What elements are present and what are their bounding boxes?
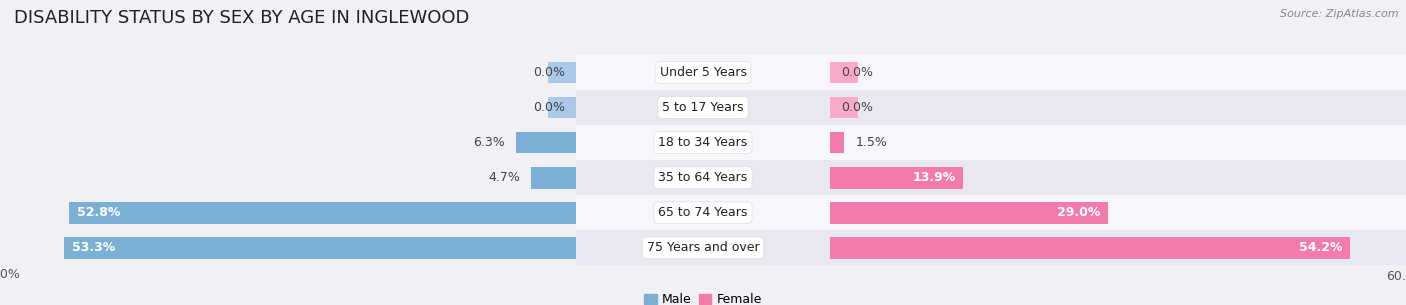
Bar bbox=[830, 237, 1350, 259]
Bar bbox=[830, 62, 858, 83]
Bar bbox=[830, 195, 1406, 230]
Bar bbox=[830, 167, 963, 188]
Bar bbox=[65, 237, 576, 259]
Bar bbox=[531, 167, 576, 188]
Bar bbox=[69, 202, 576, 224]
Bar bbox=[548, 62, 576, 83]
Text: 4.7%: 4.7% bbox=[488, 171, 520, 184]
Legend: Male, Female: Male, Female bbox=[640, 289, 766, 305]
Bar bbox=[576, 55, 1153, 90]
Text: 5 to 17 Years: 5 to 17 Years bbox=[662, 101, 744, 114]
Bar bbox=[576, 230, 830, 265]
Bar bbox=[548, 97, 576, 118]
Bar bbox=[576, 90, 1153, 125]
Bar bbox=[576, 125, 830, 160]
Bar bbox=[576, 90, 830, 125]
Text: 65 to 74 Years: 65 to 74 Years bbox=[658, 206, 748, 219]
Text: 1.5%: 1.5% bbox=[855, 136, 887, 149]
Bar bbox=[576, 160, 1153, 195]
Bar bbox=[830, 90, 1406, 125]
Text: 0.0%: 0.0% bbox=[841, 66, 873, 79]
Text: 53.3%: 53.3% bbox=[72, 241, 115, 254]
Bar bbox=[576, 230, 1153, 265]
Text: 0.0%: 0.0% bbox=[533, 101, 565, 114]
Text: DISABILITY STATUS BY SEX BY AGE IN INGLEWOOD: DISABILITY STATUS BY SEX BY AGE IN INGLE… bbox=[14, 9, 470, 27]
Text: 0.0%: 0.0% bbox=[533, 66, 565, 79]
Text: 35 to 64 Years: 35 to 64 Years bbox=[658, 171, 748, 184]
Bar bbox=[830, 125, 1406, 160]
Text: 54.2%: 54.2% bbox=[1299, 241, 1343, 254]
Text: 13.9%: 13.9% bbox=[912, 171, 956, 184]
Text: 18 to 34 Years: 18 to 34 Years bbox=[658, 136, 748, 149]
Bar bbox=[576, 125, 1153, 160]
Text: 52.8%: 52.8% bbox=[77, 206, 121, 219]
Bar bbox=[576, 195, 830, 230]
Bar bbox=[830, 132, 844, 153]
Bar bbox=[576, 55, 830, 90]
Text: 0.0%: 0.0% bbox=[841, 101, 873, 114]
Bar bbox=[576, 160, 830, 195]
Text: 29.0%: 29.0% bbox=[1057, 206, 1101, 219]
Bar bbox=[830, 230, 1406, 265]
Bar bbox=[830, 97, 858, 118]
Bar bbox=[830, 202, 1108, 224]
Text: Under 5 Years: Under 5 Years bbox=[659, 66, 747, 79]
Text: 6.3%: 6.3% bbox=[472, 136, 505, 149]
Bar bbox=[516, 132, 576, 153]
Bar bbox=[576, 195, 1153, 230]
Text: 75 Years and over: 75 Years and over bbox=[647, 241, 759, 254]
Bar bbox=[830, 160, 1406, 195]
Bar bbox=[830, 55, 1406, 90]
Text: Source: ZipAtlas.com: Source: ZipAtlas.com bbox=[1281, 9, 1399, 19]
